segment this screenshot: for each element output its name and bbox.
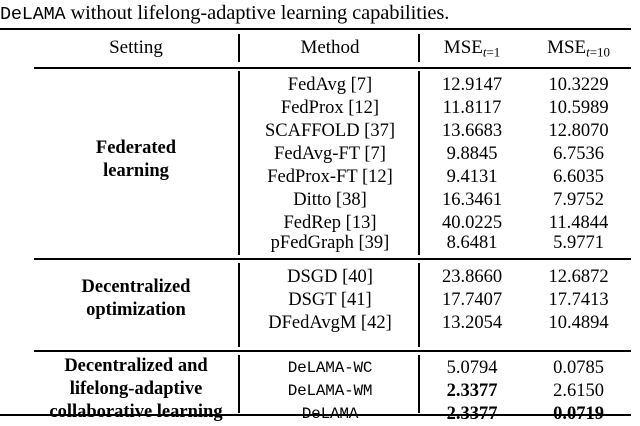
cell-mse-t1: 23.8660 [441, 267, 503, 287]
setting-label-decentralized-optimization: Decentralized optimization [34, 276, 238, 322]
header-mse-t1: MSEt=1 [443, 37, 501, 60]
setting-line: Decentralized and [64, 356, 208, 376]
setting-label-decentralized-lifelong: Decentralized and lifelong-adaptive coll… [34, 355, 238, 424]
table-row: DeLAMA-WC 5.0794 0.0785 [34, 356, 631, 380]
table-row: DeLAMA-WM 2.3377 2.6150 [34, 379, 631, 403]
cell-mse-t10: 17.7413 [548, 290, 609, 310]
caption-mono-term: DeLAMA [0, 4, 66, 25]
cell-mse-t1: 8.6481 [446, 233, 498, 253]
table-row: DFedAvgM [42] 13.2054 10.4894 [34, 311, 631, 335]
cell-method: DSGT [41] [288, 290, 372, 310]
cell-mse-t10: 5.9771 [553, 233, 604, 253]
cell-method: FedProx-FT [12] [267, 167, 393, 187]
table-row: FedProx-FT [12] 9.4131 6.6035 [34, 165, 631, 189]
table-row: DSGD [40] 23.8660 12.6872 [34, 265, 631, 289]
setting-label-federated-learning: Federated learning [34, 137, 238, 183]
cell-mse-t1: 16.3461 [441, 190, 503, 210]
cell-mse-t1: 2.3377 [446, 404, 498, 424]
cell-mse-t1: 9.4131 [446, 167, 498, 187]
cell-method: DeLAMA-WM [287, 382, 373, 400]
setting-line: optimization [86, 300, 186, 320]
vrule-method-mse-g1 [418, 71, 420, 255]
cell-mse-t1: 5.0794 [446, 358, 498, 378]
setting-line: Decentralized [81, 277, 191, 297]
table-row: SCAFFOLD [37] 13.6683 12.8070 [34, 119, 631, 143]
vrule-setting-method-g1 [238, 71, 240, 255]
table-row: DeLAMA 2.3377 0.0719 [34, 402, 631, 426]
cell-mse-t10: 11.4844 [548, 213, 609, 233]
cell-mse-t10: 10.3229 [548, 75, 609, 95]
rule-group-1-2 [34, 258, 631, 260]
cell-method: FedRep [13] [283, 213, 377, 233]
rule-bottom [0, 414, 631, 417]
vrule-setting-method-g2 [238, 263, 240, 347]
rule-under-header [34, 67, 631, 70]
cell-mse-t10: 10.5989 [548, 98, 609, 118]
vrule-method-mse-g2 [418, 263, 420, 347]
caption-text: without lifelong-adaptive learning capab… [65, 2, 450, 24]
rule-group-2-3 [34, 350, 631, 352]
vrule-method-mse-g3 [418, 355, 420, 413]
cell-mse-t10: 0.0719 [553, 404, 604, 424]
cell-method: DeLAMA [301, 405, 359, 423]
setting-line: lifelong-adaptive [69, 379, 203, 399]
table-row: FedAvg [7] 12.9147 10.3229 [34, 73, 631, 97]
table-header-row: Setting Method MSEt=1 MSEt=10 [34, 36, 631, 60]
table-row: FedProx [12] 11.8117 10.5989 [34, 96, 631, 120]
setting-line: collaborative learning [49, 402, 223, 422]
header-mse-t10: MSEt=10 [547, 37, 610, 60]
cell-method: DSGD [40] [287, 267, 373, 287]
cell-method: FedProx [12] [280, 98, 380, 118]
vrule-setting-method-header [238, 34, 240, 62]
cell-mse-t10: 6.6035 [553, 167, 604, 187]
cell-method: pFedGraph [39] [270, 233, 390, 253]
cell-method: FedAvg [7] [287, 75, 373, 95]
cell-method: DeLAMA-WC [287, 359, 373, 377]
cell-mse-t1: 13.2054 [441, 313, 503, 333]
table-row: pFedGraph [39] 8.6481 5.9771 [34, 231, 631, 255]
cell-mse-t10: 12.6872 [548, 267, 609, 287]
header-setting: Setting [109, 37, 163, 58]
cell-method: SCAFFOLD [37] [264, 121, 396, 141]
table-row: FedRep [13] 40.0225 11.4844 [34, 211, 631, 235]
cell-method: Ditto [38] [293, 190, 367, 210]
caption: DeLAMA without lifelong-adaptive learnin… [0, 0, 640, 26]
vrule-setting-method-g3 [238, 355, 240, 413]
cell-mse-t10: 7.9752 [553, 190, 604, 210]
cell-mse-t1: 12.9147 [441, 75, 503, 95]
vrule-method-mse-header [418, 34, 420, 62]
cell-mse-t10: 10.4894 [548, 313, 609, 333]
cell-mse-t10: 12.8070 [548, 121, 609, 141]
cell-mse-t1: 9.8845 [446, 144, 498, 164]
cell-mse-t1: 2.3377 [446, 381, 498, 401]
cell-mse-t1: 17.7407 [441, 290, 503, 310]
table-row: Ditto [38] 16.3461 7.9752 [34, 188, 631, 212]
cell-mse-t10: 2.6150 [553, 381, 604, 401]
cell-mse-t1: 40.0225 [441, 213, 503, 233]
setting-line: Federated [95, 138, 177, 158]
header-method: Method [300, 37, 360, 58]
cell-method: DFedAvgM [42] [268, 313, 392, 333]
cell-mse-t1: 11.8117 [442, 98, 502, 118]
cell-mse-t10: 6.7536 [553, 144, 604, 164]
setting-line: learning [103, 161, 169, 181]
cell-mse-t10: 0.0785 [553, 358, 604, 378]
cell-mse-t1: 13.6683 [441, 121, 503, 141]
table-row: FedAvg-FT [7] 9.8845 6.7536 [34, 142, 631, 166]
table-row: DSGT [41] 17.7407 17.7413 [34, 288, 631, 312]
rule-top [0, 28, 631, 31]
cell-method: FedAvg-FT [7] [274, 144, 386, 164]
